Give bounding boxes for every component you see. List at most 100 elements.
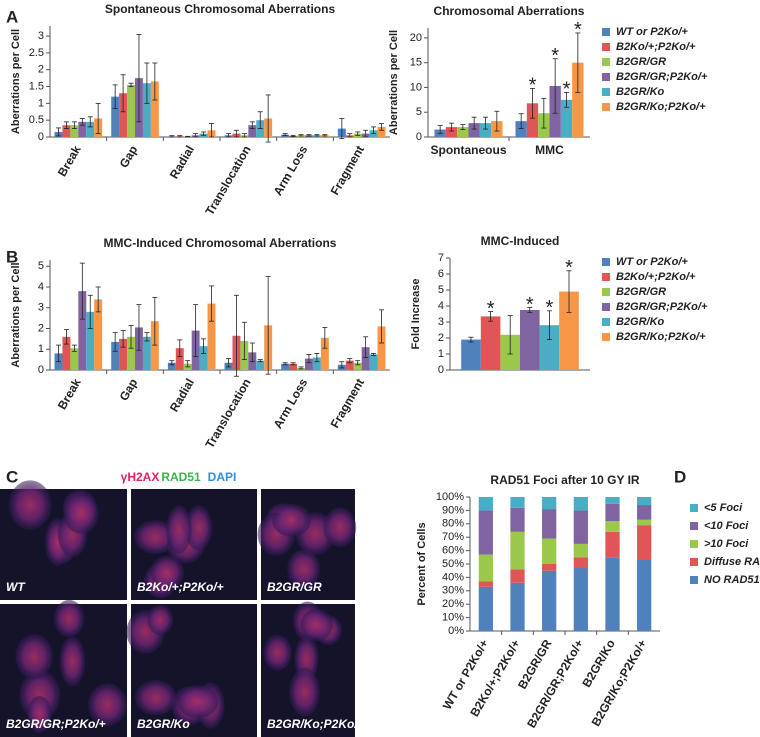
error-bar: [371, 352, 377, 356]
y-tick-label: 40%: [442, 571, 464, 583]
bar-segment: [510, 497, 525, 508]
legend-swatch: [690, 540, 698, 548]
error-bar: [95, 102, 101, 135]
y-tick-label: 3: [38, 302, 44, 314]
error-bar: [95, 286, 101, 313]
error-bar: [483, 116, 489, 130]
bar: [320, 337, 329, 370]
y-tick-label: 80%: [442, 518, 464, 530]
error-bar: [56, 127, 61, 137]
y-tick-label: 7: [438, 252, 444, 264]
bar: [305, 358, 313, 370]
legend-label: B2Ko/+;P2Ko/+: [616, 41, 696, 53]
error-bar: [257, 111, 263, 129]
error-bar: [63, 121, 69, 129]
error-bar: [265, 276, 271, 375]
bar: [94, 299, 103, 370]
bar: [515, 121, 527, 137]
error-bar: [79, 262, 85, 320]
bar: [526, 103, 539, 137]
legend-swatch: [602, 28, 610, 36]
legend-swatch: [602, 58, 610, 66]
bar-segment: [542, 538, 557, 564]
legend-label: <5 Foci: [704, 502, 743, 514]
y-tick-label: 10%: [442, 612, 464, 624]
error-bar: [193, 133, 199, 138]
error-bar: [120, 330, 126, 348]
error-bar: [71, 121, 77, 129]
error-bar: [379, 123, 384, 131]
bar-segment: [573, 543, 588, 558]
legend-swatch: [602, 103, 610, 111]
bar: [119, 93, 128, 137]
y-tick-label: 0%: [448, 625, 464, 637]
nucleus: [147, 604, 174, 636]
y-tick-label: 0: [38, 364, 44, 376]
legend-swatch: [602, 73, 610, 81]
error-bar: [112, 84, 118, 109]
error-bar: [209, 123, 214, 138]
error-bar: [355, 360, 361, 366]
bar: [111, 96, 120, 137]
error-bar: [314, 352, 320, 363]
y-tick-label: 1: [38, 97, 44, 109]
error-bar: [249, 342, 255, 363]
legend-label: B2Ko/+;P2Ko/+: [616, 271, 696, 283]
error-bar: [527, 307, 533, 313]
bar: [289, 363, 298, 370]
x-tick-label: Fragment: [328, 376, 367, 430]
error-bar: [306, 134, 312, 137]
image-label: B2GR/GR: [267, 580, 322, 594]
bar-segment: [542, 509, 557, 539]
nucleus: [272, 503, 311, 537]
bar-segment: [510, 507, 525, 532]
error-bar: [363, 129, 369, 138]
y-tick-label: 1: [38, 343, 44, 355]
bar: [461, 339, 481, 370]
bar-segment: [478, 581, 493, 587]
error-bar: [265, 94, 271, 143]
nucleus: [150, 555, 185, 590]
bar: [377, 326, 386, 370]
error-bar: [136, 34, 142, 123]
legend-swatch: [690, 576, 698, 584]
nucleus: [323, 507, 357, 548]
legend-label: B2GR/GR: [616, 286, 666, 298]
chart-title: MMC-Induced Chromosomal Aberrations: [104, 236, 337, 250]
error-bar: [193, 304, 199, 357]
error-bar: [468, 336, 474, 343]
legend-swatch: [690, 558, 698, 566]
x-tick-label: Break: [55, 143, 84, 179]
legend-swatch: [602, 43, 610, 51]
error-bar: [201, 131, 207, 136]
legend-label: B2GR/GR: [616, 56, 666, 68]
error-bar: [575, 32, 581, 93]
bar: [468, 123, 480, 137]
bar-segment: [637, 559, 652, 631]
legend-label: NO RAD51: [704, 574, 760, 586]
significance-marker: *: [551, 45, 559, 67]
x-tick-label: Arm Loss: [271, 376, 311, 431]
significance-marker: *: [546, 297, 554, 319]
y-tick-label: 1: [438, 348, 444, 360]
significance-marker: *: [526, 294, 534, 316]
error-bar: [136, 304, 142, 351]
error-bar: [79, 118, 85, 126]
bar-segment: [605, 497, 620, 504]
nucleus: [53, 599, 85, 638]
bar-segment: [573, 497, 588, 511]
error-bar: [488, 311, 494, 322]
error-bar: [71, 344, 77, 352]
y-axis-label: Aberrations per Cell: [388, 30, 400, 135]
bar: [353, 362, 362, 370]
panel-label: D: [674, 467, 686, 486]
legend-swatch: [690, 522, 698, 530]
error-bar: [347, 358, 353, 364]
x-tick-label: MMC: [535, 143, 564, 157]
y-axis-label: Aberrations per Cell: [10, 262, 22, 367]
error-bar: [226, 133, 231, 138]
error-bar: [471, 116, 477, 130]
bar-segment: [478, 554, 493, 582]
error-bar: [314, 134, 320, 137]
legend-swatch: [602, 258, 610, 266]
